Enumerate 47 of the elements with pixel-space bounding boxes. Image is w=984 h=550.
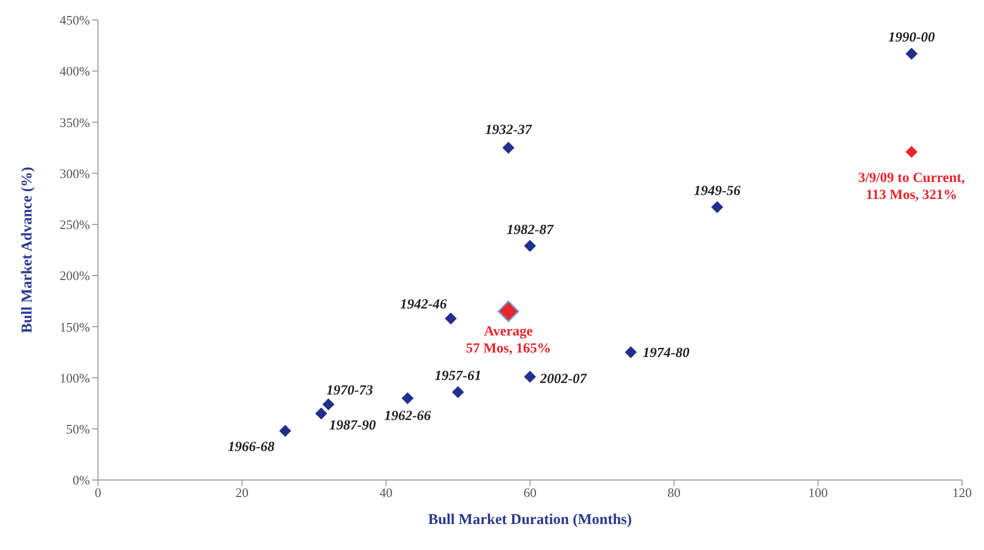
x-tick-label: 40 bbox=[380, 485, 392, 500]
x-tick-label: 80 bbox=[668, 485, 680, 500]
x-tick-label: 100 bbox=[808, 485, 828, 500]
y-tick-label: 250% bbox=[60, 217, 90, 232]
y-tick-label: 400% bbox=[60, 64, 90, 79]
x-tick-label: 0 bbox=[94, 485, 102, 500]
data-label: 1974-80 bbox=[642, 346, 690, 362]
data-label: 1932-37 bbox=[485, 122, 533, 138]
data-label: 1949-56 bbox=[694, 184, 741, 200]
data-label: 1970-73 bbox=[326, 383, 374, 398]
y-tick-label: 300% bbox=[60, 166, 90, 181]
y-tick-label: 100% bbox=[60, 370, 90, 386]
point bbox=[906, 48, 918, 60]
point bbox=[452, 386, 464, 398]
y-axis-title: Bull Market Advance (%) bbox=[19, 166, 36, 334]
point bbox=[498, 300, 520, 322]
y-tick-label: 200% bbox=[60, 268, 90, 284]
y-tick-label: 0% bbox=[72, 472, 90, 488]
point bbox=[502, 142, 514, 154]
x-tick-label: 20 bbox=[236, 485, 248, 500]
point bbox=[524, 240, 536, 252]
data-label: 1982-87 bbox=[506, 222, 554, 238]
point bbox=[524, 370, 536, 383]
point bbox=[624, 346, 637, 358]
point bbox=[322, 398, 334, 410]
y-tick-label: 150% bbox=[60, 319, 90, 334]
point bbox=[279, 424, 292, 437]
point bbox=[402, 392, 414, 404]
data-label: 1962-66 bbox=[384, 409, 431, 424]
data-label: 1987-90 bbox=[329, 418, 376, 434]
point bbox=[906, 146, 918, 158]
data-label: 3/9/09 to Current, 113 Mos, 321% bbox=[858, 170, 965, 203]
data-label: 1990-00 bbox=[888, 30, 935, 46]
data-label: Average 57 Mos, 165% bbox=[466, 324, 551, 356]
y-tick-label: 350% bbox=[60, 114, 90, 130]
x-axis-title: Bull Market Duration (Months) bbox=[428, 512, 632, 528]
y-tick-label: 50% bbox=[66, 422, 90, 437]
point bbox=[711, 201, 724, 214]
data-label: 1942-46 bbox=[400, 297, 447, 312]
data-label: 2002-07 bbox=[539, 372, 588, 387]
data-label: 1966-68 bbox=[228, 440, 275, 455]
data-label: 1957-61 bbox=[434, 369, 482, 384]
point bbox=[444, 312, 457, 324]
x-tick-label: 60 bbox=[524, 485, 536, 500]
y-tick-label: 450% bbox=[60, 12, 90, 28]
point bbox=[315, 408, 328, 420]
x-tick-label: 120 bbox=[952, 485, 972, 500]
